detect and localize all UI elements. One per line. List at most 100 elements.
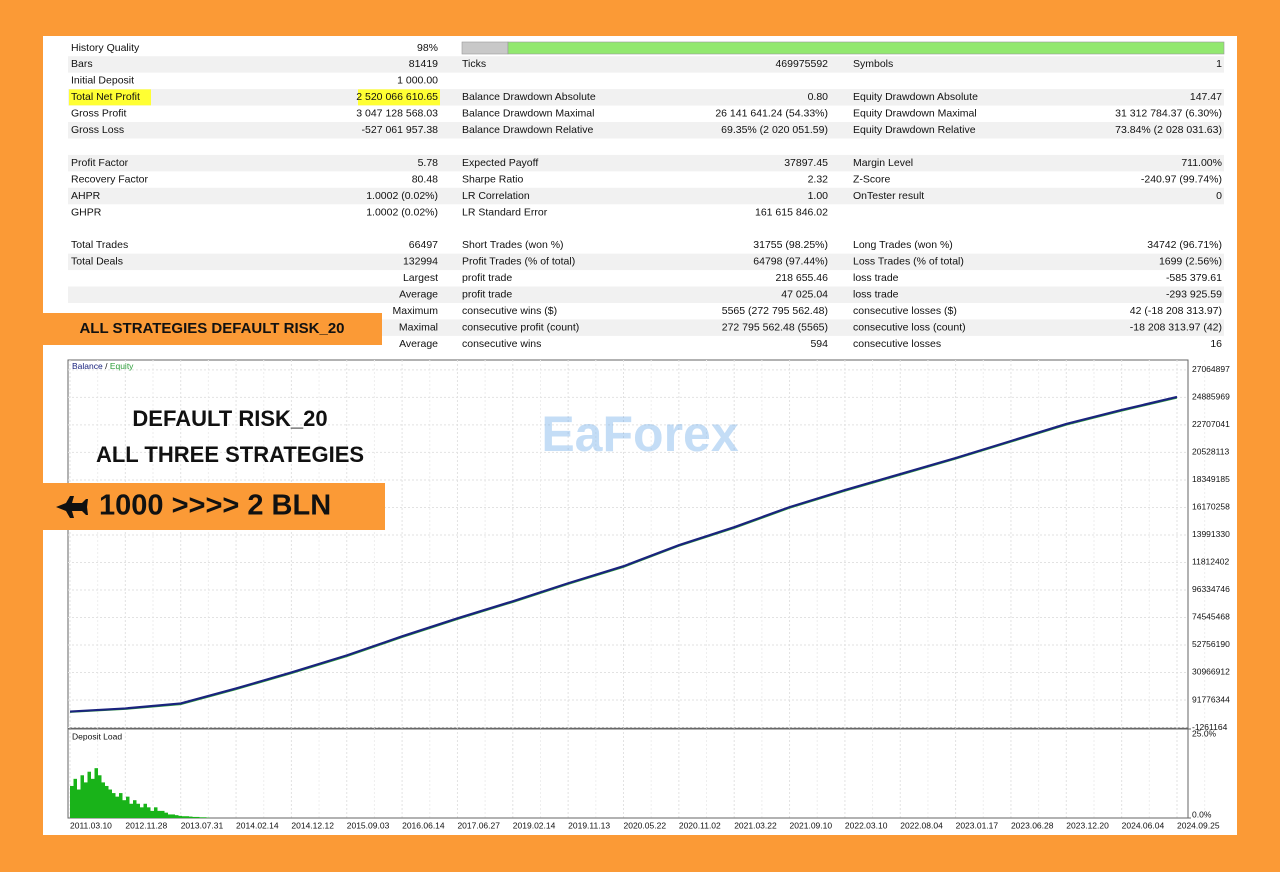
promo-box: [43, 483, 385, 530]
row-shade: [68, 253, 1224, 271]
y-tick-label: 74545468: [1192, 612, 1230, 622]
y-tick-label: 22707041: [1192, 419, 1230, 429]
x-tick-label: 2015.09.03: [347, 820, 390, 830]
row-shade: [68, 89, 1224, 106]
bar: [143, 803, 147, 818]
bar: [154, 807, 158, 818]
stat-label: consecutive loss (count): [853, 321, 966, 333]
chart-frame: [67, 359, 1189, 729]
stat-value: 47 025.04: [781, 289, 828, 301]
headline: DEFAULT RISK_20: [132, 406, 327, 431]
stat-value: Average: [399, 289, 438, 301]
x-tick-label: 2021.03.22: [734, 820, 777, 830]
bar: [87, 771, 91, 818]
y-tick-label: 30966912: [1192, 667, 1230, 677]
bar: [171, 814, 175, 818]
stat-label: GHPR: [71, 206, 102, 218]
y-tick-label: 11812402: [1192, 557, 1229, 567]
stat-value: -585 379.61: [1166, 272, 1222, 284]
stat-label: consecutive losses ($): [853, 305, 957, 317]
bar: [140, 807, 144, 818]
stat-value: 1.0002 (0.02%): [366, 190, 438, 202]
bar: [115, 796, 119, 818]
bar: [129, 803, 133, 818]
bar: [161, 810, 165, 818]
banner-text: ALL STRATEGIES DEFAULT RISK_20: [79, 320, 344, 337]
stat-value: 81419: [409, 58, 438, 70]
y-tick-label: 52756190: [1192, 639, 1230, 649]
stat-label: AHPR: [71, 190, 101, 202]
y-tick-label: 20528113: [1192, 447, 1229, 457]
stat-value: 0: [1216, 190, 1222, 202]
stat-label: Total Deals: [71, 256, 123, 268]
stat-value: 34742 (96.71%): [1147, 239, 1222, 251]
bar: [168, 814, 172, 818]
stat-value: 73.84% (2 028 031.63): [1115, 124, 1222, 136]
y-tick-label: 91776344: [1192, 694, 1230, 704]
quality-bar-gray: [461, 41, 509, 55]
legend: Balance / Equity: [72, 361, 134, 371]
stat-label: Short Trades (won %): [462, 239, 564, 251]
y-tick-label: -1261164: [1192, 722, 1228, 732]
stat-label: Initial Deposit: [71, 75, 134, 87]
stat-label: Z-Score: [853, 173, 891, 185]
x-tick-label: 2020.11.02: [679, 820, 721, 830]
stat-value: 1.0002 (0.02%): [366, 206, 438, 218]
stat-label: LR Correlation: [462, 190, 530, 202]
bar: [94, 768, 98, 818]
stat-value: 161 615 846.02: [755, 206, 828, 218]
bar: [84, 782, 88, 818]
x-tick-label: 2024.06.04: [1122, 820, 1165, 830]
x-tick-label: 2023.12.20: [1066, 820, 1109, 830]
bar: [70, 785, 74, 818]
bar: [133, 800, 137, 818]
x-tick-label: 2014.02.14: [236, 820, 279, 830]
stat-value: -240.97 (99.74%): [1141, 173, 1222, 185]
x-tick-label: 2023.06.28: [1011, 820, 1054, 830]
x-tick-label: 2023.01.17: [956, 820, 999, 830]
bar: [91, 778, 95, 818]
x-tick-label: 2024.09.25: [1177, 820, 1220, 830]
x-tick-label: 2022.03.10: [845, 820, 888, 830]
stat-value: 711.00%: [1181, 157, 1222, 169]
y-tick-label: 18349185: [1192, 474, 1230, 484]
stat-label: Recovery Factor: [71, 173, 149, 185]
y-tick-label: 13991330: [1192, 529, 1230, 539]
chart-frame: [67, 728, 1189, 819]
plane-icon: [56, 496, 88, 518]
bar: [112, 793, 116, 818]
stat-label: Profit Factor: [71, 157, 129, 169]
x-tick-label: 2016.06.14: [402, 820, 445, 830]
bar: [150, 810, 154, 818]
y-tick-label: 25.0%: [1192, 728, 1217, 738]
stat-label: Expected Payoff: [462, 157, 538, 169]
stat-label: Total Trades: [71, 239, 128, 251]
highlight: [69, 89, 151, 106]
stat-label: loss trade: [853, 289, 899, 301]
legend-separator: /: [103, 361, 110, 371]
stat-value: 1699 (2.56%): [1159, 256, 1222, 268]
y-tick-label: 27064897: [1192, 364, 1230, 374]
quality-bar-green: [507, 41, 1225, 55]
row-shade: [68, 154, 1224, 172]
bar: [80, 775, 84, 818]
stat-label: Balance Drawdown Absolute: [462, 91, 596, 103]
bar: [185, 816, 189, 818]
stat-label: Long Trades (won %): [853, 239, 953, 251]
stat-label: consecutive wins ($): [462, 305, 557, 317]
bar: [136, 803, 140, 818]
x-tick-label: 2019.11.13: [568, 820, 610, 830]
stat-value: 2.32: [808, 173, 829, 185]
bar: [126, 796, 130, 818]
bar: [98, 775, 102, 818]
stat-value: Maximum: [392, 305, 438, 317]
bar: [178, 815, 182, 818]
bar: [122, 800, 126, 818]
banner-box: [43, 313, 382, 345]
stat-label: Sharpe Ratio: [462, 173, 523, 185]
stat-label: Symbols: [853, 58, 893, 70]
stat-label: consecutive losses: [853, 338, 941, 350]
stat-value: 16: [1210, 338, 1222, 350]
x-tick-label: 2013.07.31: [181, 820, 224, 830]
